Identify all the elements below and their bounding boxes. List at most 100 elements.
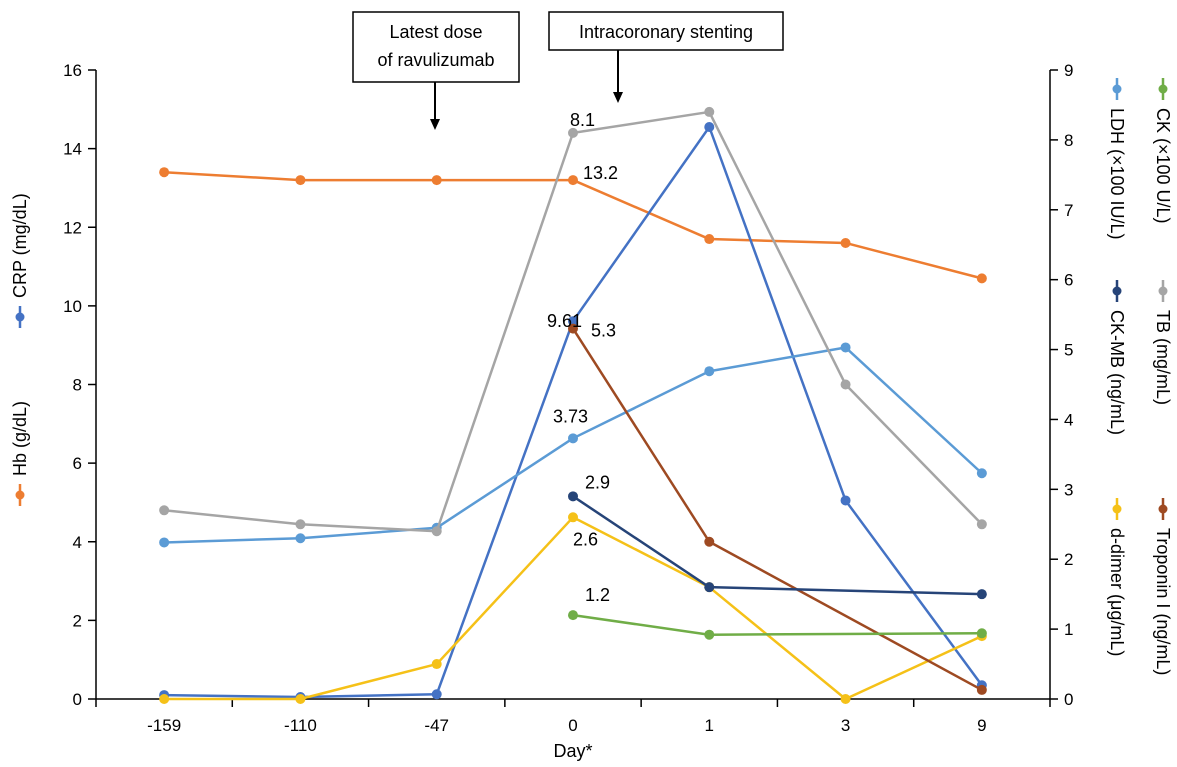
y-right-label-ck-mb: CK-MB (ng/mL) [1107,280,1127,435]
legend-label: CRP (mg/dL) [10,193,30,298]
annotation-box: Intracoronary stenting [548,11,784,103]
x-tick-label: -159 [147,716,181,735]
data-point [976,684,987,695]
x-tick-label: 1 [705,716,714,735]
data-point [840,237,851,248]
legend-marker-dot [1158,286,1168,296]
data-point [295,533,306,544]
data-point [295,175,306,186]
data-point [295,519,306,530]
annotation-frame [548,11,784,51]
y-left-tick-label: 10 [63,297,82,316]
data-point [840,495,851,506]
legend-marker-dot [1112,286,1122,296]
data-point [431,689,442,700]
data-point [704,366,715,377]
legend-label: TB (mg/mL) [1153,310,1173,405]
data-point [568,323,578,334]
data-labels: 13.2 8.1 9.61 5.3 3.73 2.9 2.6 1.2 [547,110,618,605]
data-point [159,505,170,516]
data-label: 5.3 [591,321,616,341]
legend-label: CK-MB (ng/mL) [1107,310,1127,435]
annotation-text: Latest dose [389,22,482,42]
data-point [704,106,715,117]
data-point [976,628,987,639]
data-label: 1.2 [585,585,610,605]
y-right-tick-label: 3 [1064,480,1073,499]
data-point [976,519,987,530]
y-left-tick-label: 6 [73,454,82,473]
x-tick-label: -47 [424,716,449,735]
y-right-tick-label: 9 [1064,61,1073,80]
annotation-arrow-head [430,119,440,130]
series-troponin-i [568,323,987,695]
y-right-tick-label: 8 [1064,131,1073,150]
data-label: 8.1 [570,110,595,130]
data-label: 3.73 [553,406,588,426]
data-point [976,468,987,479]
x-tick-label: 0 [568,716,577,735]
annotation-arrow-head [613,92,623,103]
series-ck-mb [568,491,987,600]
y-right-label-ldh: LDH (×100 IU/L) [1107,78,1127,240]
y-right-label-tb: TB (mg/mL) [1153,280,1173,405]
y-left-tick-label: 12 [63,218,82,237]
data-point [976,589,987,600]
data-point [976,273,987,284]
data-point [704,582,715,593]
y-left-label-crp: CRP (mg/dL) [10,193,30,328]
legend-label: CK (×100 U/L) [1153,108,1173,224]
y-left-label-hb: Hb (g/dL) [10,401,30,506]
data-point [568,491,578,502]
y-right-tick-label: 6 [1064,271,1073,290]
data-point [431,175,442,186]
series-line [571,327,983,692]
legend-label: Troponin I (ng/mL) [1153,528,1173,675]
data-point [568,433,578,444]
legend-marker-dot [1158,84,1168,94]
legend-label: LDH (×100 IU/L) [1107,108,1127,240]
y-left-tick-label: 8 [73,376,82,395]
series-ck [568,610,987,640]
annotation-box: Latest dose of ravulizumab [352,11,520,130]
legend-label: d-dimer (μg/mL) [1107,528,1127,656]
legend-marker-dot [1112,504,1122,514]
y-left-tick-label: 4 [73,533,82,552]
y-right-label-ck: CK (×100 U/L) [1153,78,1173,224]
data-point [704,536,715,547]
data-point [159,167,170,178]
data-point [568,175,578,186]
x-axis-title: Day* [553,741,592,761]
data-point [568,127,578,138]
data-point [568,512,578,523]
y-right-tick-label: 5 [1064,341,1073,360]
data-point [568,610,578,621]
data-point [704,234,715,245]
series-tb [159,106,987,537]
data-label: 2.9 [585,472,610,492]
x-tick-label: 3 [841,716,850,735]
data-label: 2.6 [573,529,598,549]
series-layer [159,106,987,704]
data-point [840,694,851,704]
data-point [840,342,851,353]
y-right-tick-label: 0 [1064,690,1073,709]
x-tick-label: -110 [284,716,317,735]
legend-marker-dot [1158,504,1168,514]
data-point [840,379,851,390]
data-point [295,694,306,704]
y-right-label-d-dimer: d-dimer (μg/mL) [1107,498,1127,656]
y-left-tick-label: 2 [73,611,82,630]
annotation-text: of ravulizumab [377,50,494,70]
data-point [159,537,170,548]
y-left-tick-label: 16 [63,61,82,80]
annotation-text: Intracoronary stenting [579,22,753,42]
x-tick-label: 9 [977,716,986,735]
y-right-tick-label: 1 [1064,620,1073,639]
data-label: 9.61 [547,311,582,331]
series-ldh [159,342,987,548]
y-right-tick-label: 4 [1064,410,1073,429]
series-line [164,170,983,280]
data-point [431,659,442,670]
